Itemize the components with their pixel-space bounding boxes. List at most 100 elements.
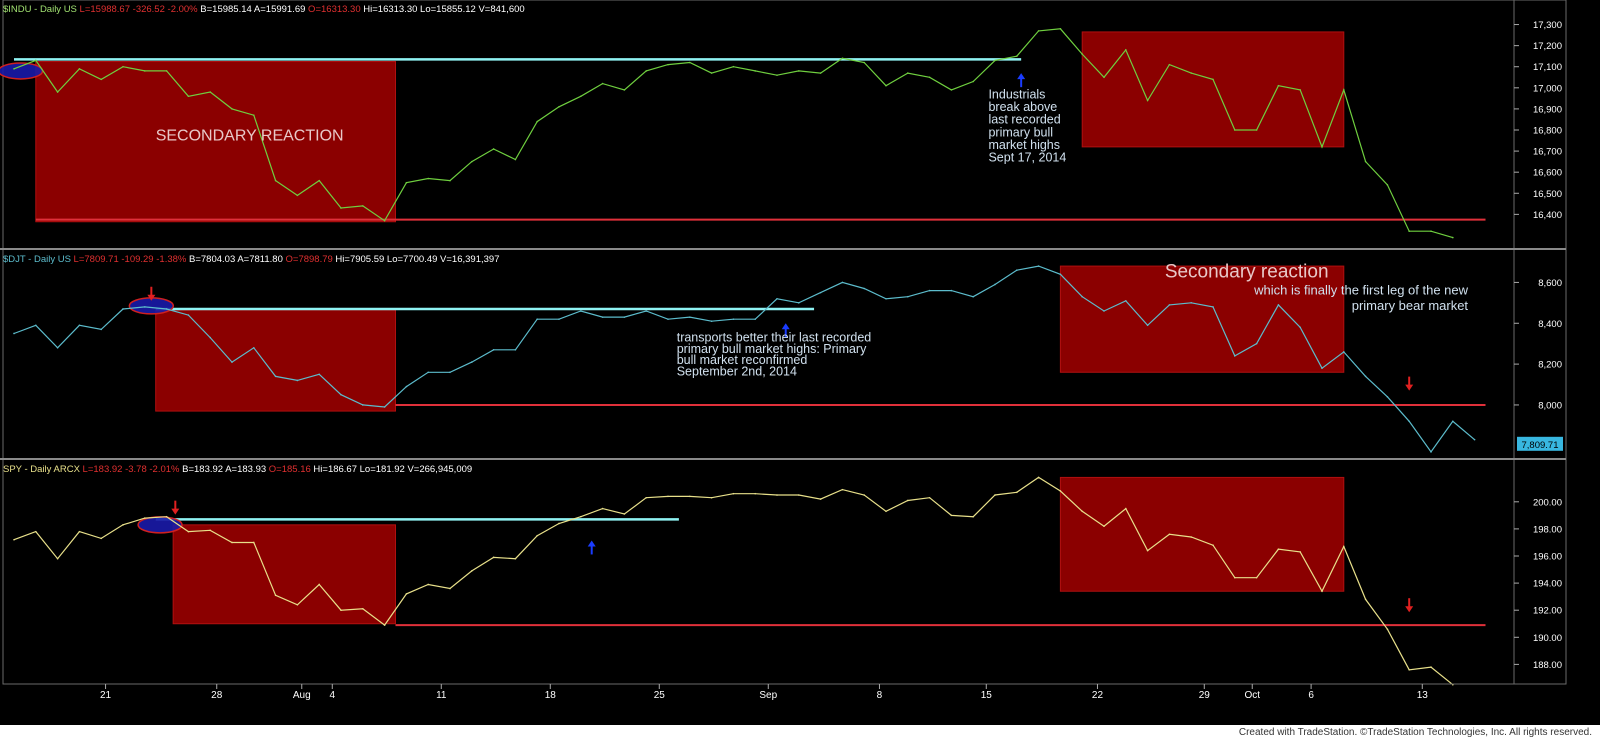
data-point — [122, 65, 124, 68]
data-point — [645, 70, 647, 72]
annotation-text: September 2nd, 2014 — [677, 364, 797, 378]
data-point — [950, 289, 953, 292]
secondary-reaction-box — [1059, 265, 1345, 373]
data-point — [536, 120, 538, 123]
data-point — [362, 608, 364, 610]
prior-high-ellipse — [137, 516, 183, 534]
data-point — [1234, 576, 1236, 579]
data-point — [754, 318, 756, 320]
data-point — [78, 530, 81, 533]
data-point — [994, 283, 996, 286]
data-point — [144, 70, 146, 72]
y-tick-label: 198.00 — [1533, 524, 1562, 535]
data-point — [798, 70, 800, 72]
data-point — [907, 499, 909, 502]
data-point — [1321, 146, 1323, 148]
header-field: SPY - Daily ARCX — [3, 464, 81, 475]
x-tick-label: 8 — [877, 690, 883, 701]
data-point — [1103, 76, 1105, 79]
data-point — [710, 72, 713, 74]
data-point — [819, 72, 822, 74]
data-point — [623, 513, 626, 515]
data-point — [1321, 590, 1323, 593]
x-tick-label: 11 — [436, 690, 447, 701]
data-point — [994, 59, 996, 62]
data-point — [1343, 351, 1345, 353]
data-point — [667, 318, 669, 320]
data-point — [449, 587, 451, 590]
data-point — [1299, 551, 1301, 553]
data-point — [187, 530, 190, 533]
x-tick-label: 6 — [1308, 690, 1314, 701]
x-tick-label: 22 — [1092, 690, 1104, 701]
data-point — [1321, 367, 1323, 369]
data-point — [13, 332, 15, 335]
data-point — [1212, 306, 1214, 308]
data-point — [1408, 669, 1410, 671]
prior-high-ellipse — [0, 62, 44, 80]
x-tick-label: 15 — [981, 690, 993, 701]
data-point — [296, 194, 299, 197]
header-field: -2.00% — [165, 4, 198, 15]
header-field: Hi=16313.30 — [361, 4, 418, 15]
data-point — [1103, 525, 1105, 527]
data-point — [427, 371, 430, 374]
data-point — [1081, 53, 1083, 55]
data-point — [1255, 129, 1258, 131]
data-point — [318, 179, 321, 182]
data-point — [514, 557, 517, 560]
x-tick-label: 25 — [654, 690, 666, 701]
data-point — [754, 492, 756, 495]
annotation-text: bull market reconfirmed — [677, 353, 808, 367]
data-point — [253, 541, 255, 544]
data-point — [1059, 273, 1062, 276]
y-tick-label: 16,700 — [1533, 147, 1562, 158]
data-point — [318, 373, 321, 376]
data-point — [819, 498, 822, 500]
price-axis-frame — [1513, 0, 1567, 685]
data-point — [1059, 27, 1062, 30]
data-point — [972, 80, 974, 83]
data-point — [1168, 63, 1171, 66]
data-point — [601, 507, 604, 510]
y-tick-label: 200.00 — [1533, 497, 1562, 508]
data-point — [667, 63, 669, 66]
data-point — [732, 492, 735, 495]
data-point — [187, 314, 190, 316]
data-point — [471, 570, 473, 572]
header-field: -2.01% — [147, 464, 180, 475]
data-point — [492, 349, 495, 351]
annotation-text: primary bear market — [1352, 298, 1469, 313]
data-point — [383, 406, 386, 408]
data-point — [35, 59, 37, 62]
data-point — [798, 302, 800, 304]
data-point — [798, 494, 800, 496]
data-point — [362, 404, 364, 406]
data-point — [558, 318, 560, 320]
data-point — [405, 385, 408, 388]
data-point — [863, 61, 865, 64]
data-point — [1452, 420, 1454, 423]
data-point — [383, 219, 386, 222]
annotation-text: market highs — [988, 138, 1060, 152]
x-tick-label: 18 — [545, 690, 557, 701]
data-point — [667, 495, 669, 498]
data-point — [732, 65, 735, 68]
data-point — [1081, 295, 1083, 298]
header-field: V=266,945,009 — [405, 464, 472, 475]
data-point — [209, 336, 211, 339]
header-field: $DJT - Daily US — [3, 254, 71, 265]
data-point — [122, 308, 124, 310]
footer-bar: Created with TradeStation. ©TradeStation… — [0, 725, 1600, 742]
x-tick-label: Aug — [293, 690, 311, 701]
secondary-reaction-box — [1081, 31, 1345, 148]
data-point — [1146, 324, 1149, 327]
data-point — [100, 537, 102, 540]
header-field: V=841,600 — [476, 4, 525, 15]
data-point — [231, 541, 233, 544]
data-point — [362, 205, 364, 207]
data-point — [1190, 72, 1192, 74]
data-point — [558, 522, 560, 525]
header-field: O=7898.79 — [283, 254, 333, 265]
